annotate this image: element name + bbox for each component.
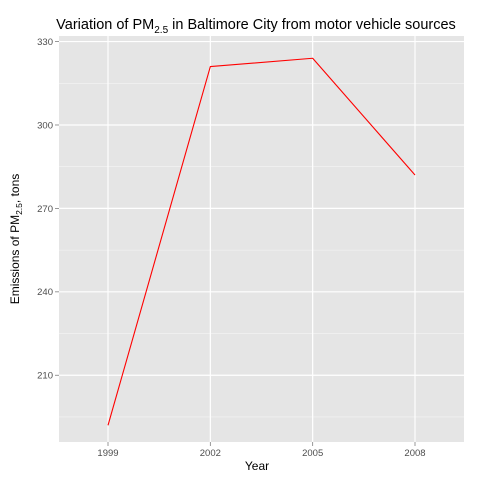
chart-title-prefix: Variation of PM — [56, 17, 154, 33]
y-axis-title-subscript: 2.5 — [14, 203, 24, 215]
y-tick-label: 270 — [37, 204, 53, 215]
chart-title-suffix: in Baltimore City from motor vehicle sou… — [168, 17, 456, 33]
y-tick-label: 240 — [37, 287, 53, 298]
x-axis-title: Year — [245, 459, 269, 473]
plot-panel — [59, 36, 464, 442]
y-axis: 210 240 270 300 330 — [37, 37, 59, 382]
y-tick-label: 330 — [37, 37, 53, 48]
x-tick-label: 2005 — [302, 448, 323, 459]
chart-title-subscript: 2.5 — [154, 25, 168, 36]
grid-minor — [59, 82, 464, 418]
x-tick-label: 1999 — [97, 448, 118, 459]
grid-major — [59, 36, 464, 442]
y-axis-title: Emissions of PM2.5, tons — [8, 174, 24, 305]
x-tick-label: 2002 — [200, 448, 221, 459]
series-layer — [107, 57, 416, 426]
chart-title: Variation of PM2.5 in Baltimore City fro… — [56, 17, 456, 36]
y-axis-title-prefix: Emissions of PM — [8, 215, 22, 304]
x-tick-label: 2008 — [404, 448, 425, 459]
y-tick-label: 210 — [37, 371, 53, 382]
y-axis-title-suffix: , tons — [8, 174, 22, 203]
series-line — [107, 57, 416, 426]
x-axis: 1999 2002 2005 2008 — [97, 442, 426, 459]
y-tick-label: 300 — [37, 120, 53, 131]
